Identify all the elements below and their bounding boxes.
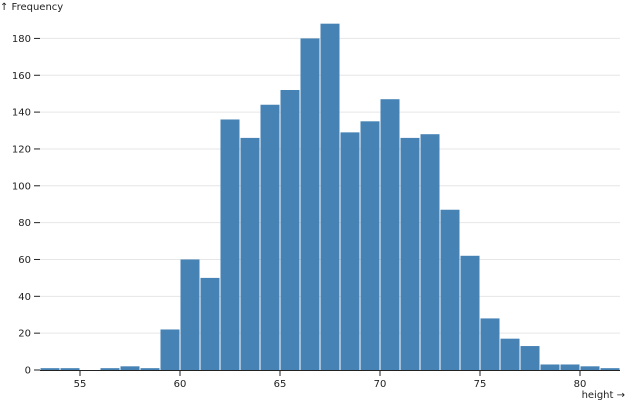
x-tick-label-70: 70 <box>374 379 387 390</box>
histogram-bar-74-75 <box>460 255 480 370</box>
histogram-bar-66-67 <box>300 38 320 370</box>
y-axis: 0 20 40 60 80 100 120 140 160 180 <box>12 34 40 377</box>
x-axis-title: height → <box>582 390 625 400</box>
y-tick-label-80: 80 <box>18 218 31 229</box>
histogram-bar-63-64 <box>240 137 260 370</box>
histogram-bar-60-61 <box>180 259 200 370</box>
histogram-bar-65-66 <box>280 90 300 370</box>
histogram-bar-69-70 <box>360 121 380 370</box>
y-tick-label-20: 20 <box>18 329 31 340</box>
histogram-bar-62-63 <box>220 119 240 370</box>
x-tick-label-65: 65 <box>274 379 287 390</box>
histogram-bar-76-77 <box>500 338 520 370</box>
histogram-bar-54-55 <box>60 368 80 370</box>
histogram-bar-53-54 <box>40 368 60 370</box>
histogram-bar-64-65 <box>260 104 280 370</box>
histogram-bar-81-82 <box>600 368 620 370</box>
y-tick-label-140: 140 <box>12 108 31 119</box>
histogram-bar-67-68 <box>320 23 340 371</box>
histogram-bar-73-74 <box>440 209 460 370</box>
y-tick-label-40: 40 <box>18 292 31 303</box>
histogram-bar-56-57 <box>100 368 120 370</box>
histogram-bar-71-72 <box>400 137 420 370</box>
x-tick-label-55: 55 <box>74 379 87 390</box>
y-tick-label-160: 160 <box>12 71 31 82</box>
histogram-bar-78-79 <box>540 364 560 370</box>
x-tick-label-75: 75 <box>474 379 487 390</box>
histogram-bars <box>40 23 620 371</box>
y-axis-title: ↑ Frequency <box>0 2 63 13</box>
y-tick-label-100: 100 <box>12 181 31 192</box>
histogram-bar-79-80 <box>560 364 580 370</box>
histogram-bar-80-81 <box>580 366 600 370</box>
x-tick-label-60: 60 <box>174 379 187 390</box>
histogram-bar-57-58 <box>120 366 140 370</box>
y-tick-label-60: 60 <box>18 255 31 266</box>
histogram-bar-72-73 <box>420 134 440 370</box>
y-tick-label-120: 120 <box>12 144 31 155</box>
x-tick-label-80: 80 <box>574 379 587 390</box>
histogram-bar-61-62 <box>200 277 220 370</box>
y-tick-label-0: 0 <box>25 366 31 377</box>
histogram-bar-75-76 <box>480 318 500 370</box>
histogram-bar-77-78 <box>520 346 540 370</box>
histogram-bar-59-60 <box>160 329 180 370</box>
y-tick-label-180: 180 <box>12 34 31 45</box>
histogram-bar-68-69 <box>340 132 360 370</box>
x-axis: 55 60 65 70 75 80 <box>40 370 620 390</box>
histogram-bar-58-59 <box>140 368 160 370</box>
histogram-bar-70-71 <box>380 99 400 371</box>
